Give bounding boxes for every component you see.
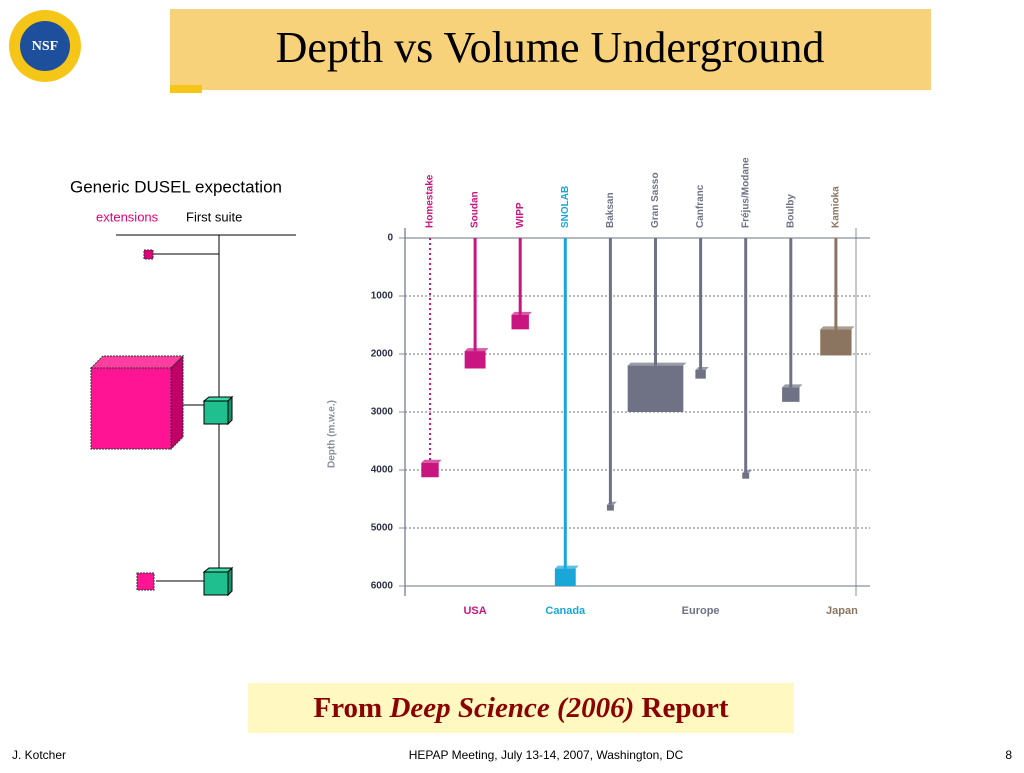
y-tick-label: 0 bbox=[387, 233, 393, 244]
y-tick-label: 4000 bbox=[371, 465, 394, 476]
title-accent bbox=[170, 85, 202, 93]
diagram-boxes bbox=[89, 249, 185, 591]
region-label: Japan bbox=[826, 605, 858, 617]
lab-volume bbox=[421, 462, 439, 478]
region-label: Canada bbox=[545, 605, 586, 617]
lab-volume-top bbox=[511, 311, 532, 315]
lab-label: Canfranc bbox=[695, 184, 706, 228]
lab-volume bbox=[782, 387, 800, 402]
lab-volume bbox=[820, 329, 852, 356]
y-tick-label: 5000 bbox=[371, 523, 394, 534]
lab-volume bbox=[464, 351, 486, 369]
lab-label: SNOLAB bbox=[560, 186, 571, 228]
lab-volume-top bbox=[554, 565, 579, 569]
banner: From Deep Science (2006) Report bbox=[313, 692, 728, 724]
lab-volume-top bbox=[782, 384, 803, 388]
banner-source: Deep Science (2006) bbox=[388, 692, 634, 724]
lab-volume-top bbox=[820, 326, 855, 330]
title: Depth vs Volume Underground bbox=[276, 23, 825, 72]
extensions-label: extensions bbox=[96, 209, 159, 224]
y-axis-label: Depth (m.w.e.) bbox=[327, 400, 338, 468]
diagram-green-boxes bbox=[202, 395, 234, 597]
lab-label: Fréjus/Modane bbox=[740, 157, 751, 228]
banner-report: Report bbox=[642, 692, 729, 724]
lab-volume bbox=[695, 369, 706, 379]
lab-volume bbox=[627, 365, 684, 412]
lab-volume-top bbox=[464, 348, 489, 352]
lab-label: Homestake bbox=[425, 174, 436, 228]
lab-volume bbox=[554, 568, 576, 586]
logo-text: NSF bbox=[32, 39, 58, 54]
lab-label: Boulby bbox=[785, 194, 796, 228]
lab-volume-top bbox=[421, 459, 442, 463]
lab-volume-top bbox=[695, 366, 709, 370]
lab-label: Baksan bbox=[605, 192, 616, 228]
lab-volume-top bbox=[606, 501, 617, 505]
depth-chart: Depth (m.w.e.) 0 1000 2000 3000 4000 5000 6000… bbox=[327, 157, 870, 617]
region-label: Europe bbox=[682, 605, 720, 617]
region-label: USA bbox=[463, 605, 486, 617]
lab-label: WIPP bbox=[515, 202, 526, 228]
y-tick-label: 1000 bbox=[371, 291, 394, 302]
logo: NSF bbox=[9, 10, 81, 82]
lab-volume-top bbox=[742, 469, 753, 473]
lab-volume bbox=[511, 314, 529, 330]
first-suite-label: First suite bbox=[186, 209, 242, 224]
y-tick-label: 2000 bbox=[371, 349, 394, 360]
banner-from: From bbox=[313, 692, 382, 724]
lab-label: Gran Sasso bbox=[650, 172, 661, 228]
y-tick-label: 6000 bbox=[371, 581, 394, 592]
lab-label: Kamioka bbox=[831, 186, 842, 228]
footer-meeting: HEPAP Meeting, July 13-14, 2007, Washing… bbox=[409, 748, 684, 762]
title-box bbox=[170, 9, 931, 90]
footer-author: J. Kotcher bbox=[12, 748, 66, 762]
banner-box bbox=[248, 683, 794, 733]
diagram-heading: Generic DUSEL expectation bbox=[70, 177, 282, 196]
lab-volume bbox=[742, 472, 750, 479]
y-tick-label: 3000 bbox=[371, 407, 394, 418]
lab-label: Soudan bbox=[470, 191, 481, 228]
lab-volume bbox=[606, 504, 614, 511]
footer-page: 8 bbox=[1005, 748, 1012, 762]
lab-volume-top bbox=[627, 362, 687, 366]
